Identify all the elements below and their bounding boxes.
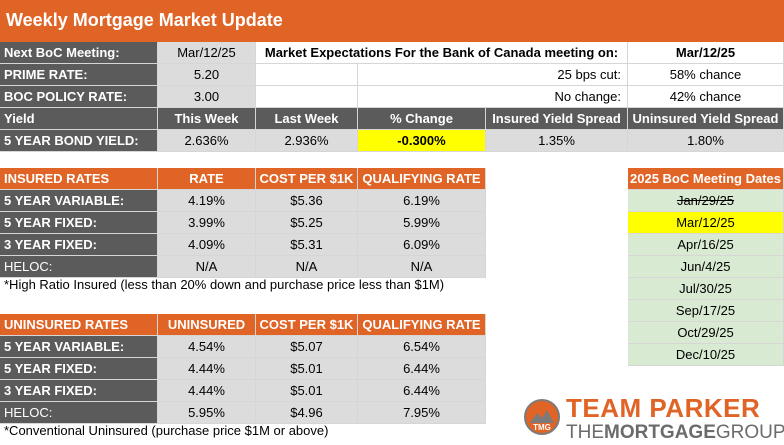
uninsured-header: UNINSURED [158,314,256,336]
table-cell[interactable]: 6.19% [358,190,486,212]
uninsured-rates-header: UNINSURED RATES [0,314,158,336]
table-row-label: 5 YEAR VARIABLE: [0,190,158,212]
no-change-value[interactable]: 42% chance [628,86,784,108]
next-boc-value[interactable]: Mar/12/25 [158,42,256,64]
table-cell[interactable]: 7.95% [358,402,486,424]
meeting-date-current: Mar/12/25 [628,212,784,234]
table-cell[interactable]: 4.44% [158,358,256,380]
table-cell[interactable]: $5.31 [256,234,358,256]
table-cell[interactable]: 5.99% [358,212,486,234]
table-cell[interactable]: N/A [158,256,256,278]
this-week-header: This Week [158,108,256,130]
table-row-label: 3 YEAR FIXED: [0,234,158,256]
table-cell[interactable]: $5.01 [256,380,358,402]
next-boc-label: Next BoC Meeting: [0,42,158,64]
table-cell[interactable]: N/A [256,256,358,278]
table-row-label: 5 YEAR FIXED: [0,212,158,234]
bond-yield-label: 5 YEAR BOND YIELD: [0,130,158,152]
empty-cell [256,86,358,108]
cost-header: COST PER $1K [256,314,358,336]
cut-label: 25 bps cut: [358,64,628,86]
table-cell[interactable]: 6.44% [358,380,486,402]
uninsured-note: *Conventional Uninsured (purchase price … [4,423,329,438]
meeting-date: Oct/29/25 [628,322,784,344]
table-row-label: 5 YEAR FIXED: [0,358,158,380]
meeting-date: Apr/16/25 [628,234,784,256]
prime-rate-label: PRIME RATE: [0,64,158,86]
prime-rate-value[interactable]: 5.20 [158,64,256,86]
cut-value[interactable]: 58% chance [628,64,784,86]
table-cell[interactable]: 4.09% [158,234,256,256]
change-header: % Change [358,108,486,130]
tmg-logo-icon: TMG [524,399,560,435]
yield-header: Yield [0,108,158,130]
table-cell[interactable]: $5.01 [256,358,358,380]
meeting-dates-header: 2025 BoC Meeting Dates [628,168,784,190]
meeting-date: Dec/10/25 [628,344,784,366]
expectations-date[interactable]: Mar/12/25 [628,42,784,64]
cost-header: COST PER $1K [256,168,358,190]
table-cell[interactable]: 5.95% [158,402,256,424]
change-value[interactable]: -0.300% [358,130,486,152]
this-week-value[interactable]: 2.636% [158,130,256,152]
table-cell[interactable]: $5.36 [256,190,358,212]
team-parker-logo: TMG TEAM PARKER THEMORTGAGEGROUP [520,393,784,443]
table-cell[interactable]: N/A [358,256,486,278]
logo-line-2: THEMORTGAGEGROUP [566,422,784,443]
svg-text:TMG: TMG [533,423,551,432]
logo-line-1: TEAM PARKER [566,393,761,423]
policy-rate-label: BOC POLICY RATE: [0,86,158,108]
uninsured-spread-value[interactable]: 1.80% [628,130,784,152]
table-cell[interactable]: $4.96 [256,402,358,424]
table-row-label: 3 YEAR FIXED: [0,380,158,402]
table-cell[interactable]: 3.99% [158,212,256,234]
table-cell[interactable]: 4.54% [158,336,256,358]
uninsured-spread-header: Uninsured Yield Spread [628,108,784,130]
insured-rates-header: INSURED RATES [0,168,158,190]
meeting-date: Jul/30/25 [628,278,784,300]
meeting-date: Jan/29/25 [628,190,784,212]
table-cell[interactable]: 6.09% [358,234,486,256]
page-title: Weekly Mortgage Market Update [0,0,784,42]
insured-spread-header: Insured Yield Spread [486,108,628,130]
table-row-label: HELOC: [0,402,158,424]
table-cell[interactable]: 4.19% [158,190,256,212]
no-change-label: No change: [358,86,628,108]
table-row-label: HELOC: [0,256,158,278]
rate-header: RATE [158,168,256,190]
qualifying-header: QUALIFYING RATE [358,314,486,336]
table-row-label: 5 YEAR VARIABLE: [0,336,158,358]
table-cell[interactable]: 4.44% [158,380,256,402]
table-cell[interactable]: $5.07 [256,336,358,358]
expectations-label: Market Expectations For the Bank of Cana… [256,42,628,64]
policy-rate-value[interactable]: 3.00 [158,86,256,108]
table-cell[interactable]: $5.25 [256,212,358,234]
insured-spread-value[interactable]: 1.35% [486,130,628,152]
empty-cell [256,64,358,86]
table-cell[interactable]: 6.44% [358,358,486,380]
meeting-date: Jun/4/25 [628,256,784,278]
last-week-header: Last Week [256,108,358,130]
meeting-date: Sep/17/25 [628,300,784,322]
last-week-value[interactable]: 2.936% [256,130,358,152]
qualifying-header: QUALIFYING RATE [358,168,486,190]
insured-note: *High Ratio Insured (less than 20% down … [4,277,445,292]
table-cell[interactable]: 6.54% [358,336,486,358]
